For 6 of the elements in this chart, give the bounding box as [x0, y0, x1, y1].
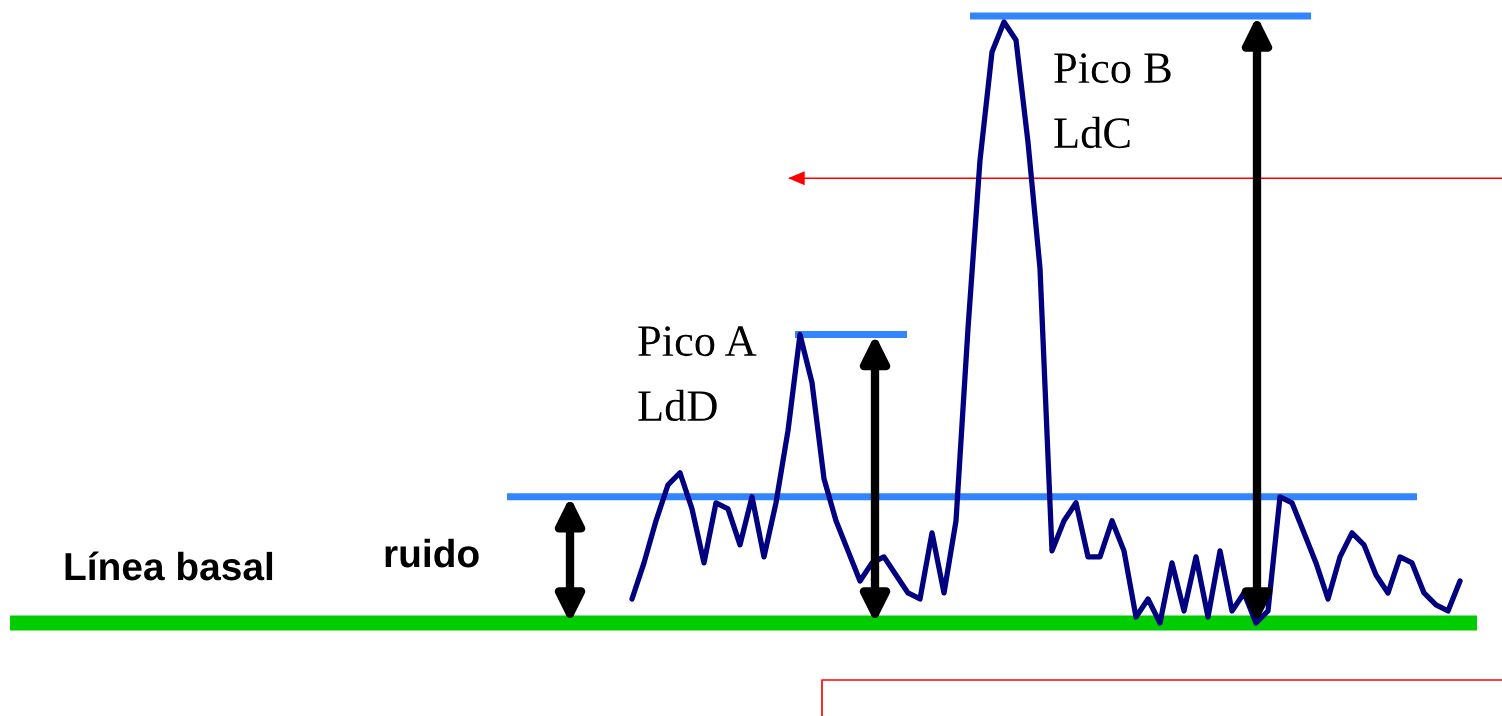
ref-line-label: LdC — [1054, 116, 1130, 149]
ref-line-label: LdD — [638, 389, 717, 422]
ref-line-label: ruido — [385, 538, 479, 568]
annotation: Pico A — [638, 326, 757, 357]
ref-line-label: Línea basal — [65, 551, 273, 581]
annotation: Pico B — [1054, 53, 1171, 84]
